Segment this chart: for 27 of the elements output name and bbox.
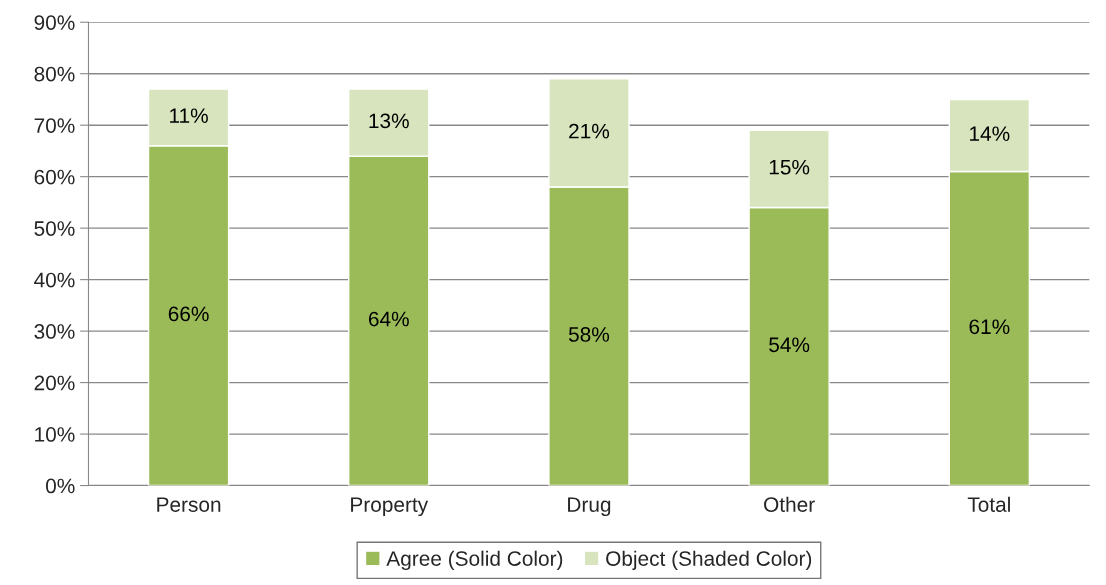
data-label: 11% [170,108,208,123]
legend-label: Object (Shaded Color) [606,550,812,571]
data-label: 58% [568,327,610,342]
data-label: 54% [769,337,810,353]
y-tick-label: 30% [34,324,75,339]
legend-label: Agree (Solid Color) [386,550,563,571]
x-tick-label: Property [351,497,429,517]
x-tick-label: Person [157,497,221,512]
y-tick-label: 0% [45,478,75,494]
x-tick-label: Drug [568,497,611,517]
y-tick-label: 60% [34,169,75,185]
data-label: 64% [368,311,409,327]
data-label: 13% [369,113,409,129]
data-label: 14% [970,126,1010,141]
x-tick-label: Other [764,496,815,512]
data-label: 61% [969,319,1010,335]
y-tick-label: 90% [34,15,75,30]
y-tick-label: 50% [34,221,75,236]
y-tick-label: 40% [34,272,75,288]
y-tick-label: 80% [34,66,75,82]
data-label: 66% [168,306,209,322]
data-label: 21% [569,123,610,139]
y-tick-label: 20% [34,375,75,391]
x-tick-label: Total [967,496,1010,512]
data-label: 15% [769,159,810,175]
y-tick-label: 70% [34,118,75,133]
y-tick-label: 10% [35,427,75,442]
